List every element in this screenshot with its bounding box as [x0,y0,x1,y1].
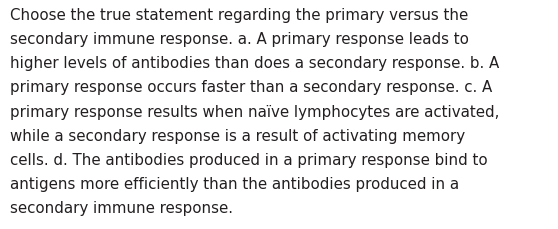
Text: antigens more efficiently than the antibodies produced in a: antigens more efficiently than the antib… [10,176,459,191]
Text: while a secondary response is a result of activating memory: while a secondary response is a result o… [10,128,465,143]
Text: Choose the true statement regarding the primary versus the: Choose the true statement regarding the … [10,8,468,23]
Text: secondary immune response.: secondary immune response. [10,200,233,215]
Text: cells. d. The antibodies produced in a primary response bind to: cells. d. The antibodies produced in a p… [10,152,488,167]
Text: secondary immune response. a. A primary response leads to: secondary immune response. a. A primary … [10,32,469,47]
Text: primary response occurs faster than a secondary response. c. A: primary response occurs faster than a se… [10,80,492,95]
Text: primary response results when naïve lymphocytes are activated,: primary response results when naïve lymp… [10,104,499,119]
Text: higher levels of antibodies than does a secondary response. b. A: higher levels of antibodies than does a … [10,56,499,71]
